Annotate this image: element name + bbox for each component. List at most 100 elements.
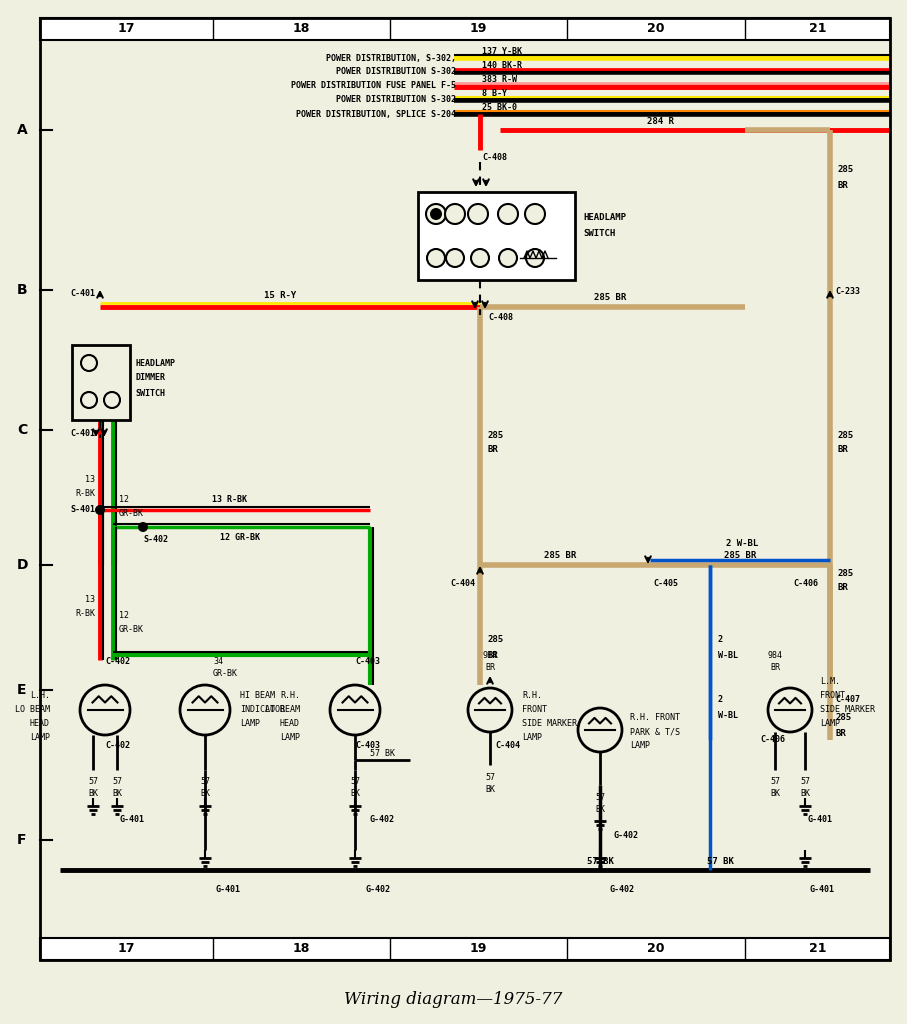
Text: BK: BK (88, 790, 98, 799)
Text: C-402: C-402 (105, 657, 130, 667)
Text: BR: BR (488, 445, 499, 455)
Circle shape (446, 249, 464, 267)
Text: C-408: C-408 (488, 313, 513, 323)
Text: LAMP: LAMP (820, 720, 840, 728)
Text: 13 R-BK: 13 R-BK (212, 496, 248, 505)
Text: R.H.: R.H. (522, 691, 542, 700)
Text: 34: 34 (213, 657, 223, 667)
Text: C-401: C-401 (70, 429, 95, 438)
Text: 57: 57 (770, 777, 780, 786)
Text: BR: BR (838, 445, 849, 455)
Text: G-401: G-401 (810, 886, 835, 895)
Text: S-401: S-401 (70, 506, 95, 514)
Text: 18: 18 (293, 942, 310, 955)
Text: 8 B-Y: 8 B-Y (482, 88, 507, 97)
Text: POWER DISTRIBUTION, S-302,: POWER DISTRIBUTION, S-302, (326, 53, 456, 62)
Text: 21: 21 (809, 23, 826, 36)
Text: R.H.: R.H. (280, 691, 300, 700)
Text: C-233: C-233 (835, 288, 860, 297)
Text: 285 BR: 285 BR (724, 551, 756, 559)
Text: C-404: C-404 (495, 740, 520, 750)
Text: SWITCH: SWITCH (135, 388, 165, 397)
Text: 18: 18 (293, 23, 310, 36)
Text: 57 BK: 57 BK (587, 856, 613, 865)
Text: BK: BK (800, 790, 810, 799)
Text: 284 R: 284 R (647, 118, 673, 127)
Text: HEAD: HEAD (280, 720, 300, 728)
Text: POWER DISTRIBUTION S-302: POWER DISTRIBUTION S-302 (336, 68, 456, 77)
Text: BK: BK (350, 790, 360, 799)
Text: D: D (16, 558, 28, 572)
Text: 12: 12 (119, 496, 129, 505)
Text: C-408: C-408 (482, 154, 507, 163)
Text: C-404: C-404 (450, 579, 475, 588)
Text: 57: 57 (800, 777, 810, 786)
Circle shape (445, 204, 465, 224)
Circle shape (138, 522, 148, 532)
Bar (418, 193, 575, 280)
Circle shape (81, 392, 97, 408)
Text: 17: 17 (118, 23, 135, 36)
Text: 2 W-BL: 2 W-BL (726, 539, 758, 548)
Circle shape (430, 208, 442, 220)
Text: BR: BR (838, 180, 849, 189)
Text: 2: 2 (718, 695, 723, 705)
Text: G-402: G-402 (369, 815, 394, 824)
Text: W-BL: W-BL (718, 711, 738, 720)
Text: 19: 19 (470, 942, 487, 955)
Text: 285: 285 (488, 430, 504, 439)
Text: G-401: G-401 (119, 815, 144, 824)
Text: 285: 285 (488, 636, 504, 644)
Text: 57 BK: 57 BK (370, 749, 395, 758)
Circle shape (468, 204, 488, 224)
Text: 12: 12 (119, 610, 129, 620)
Text: C-407: C-407 (835, 695, 860, 705)
Text: C-402: C-402 (105, 740, 130, 750)
Circle shape (498, 204, 518, 224)
Text: LAMP: LAMP (280, 733, 300, 742)
Text: DIMMER: DIMMER (135, 374, 165, 383)
Bar (40, 938, 890, 961)
Text: 13: 13 (85, 475, 95, 484)
Circle shape (81, 355, 97, 371)
Text: 19: 19 (470, 23, 487, 36)
Text: 15 R-Y: 15 R-Y (264, 291, 296, 299)
Text: R-BK: R-BK (75, 609, 95, 618)
Text: 383 R-W: 383 R-W (482, 75, 517, 84)
Text: C-401: C-401 (70, 289, 95, 298)
Text: BK: BK (200, 790, 210, 799)
Text: FRONT: FRONT (522, 706, 547, 715)
Circle shape (525, 204, 545, 224)
Text: C-403: C-403 (355, 657, 380, 667)
Text: 285: 285 (838, 166, 854, 174)
Text: R.H. FRONT: R.H. FRONT (630, 714, 680, 723)
Text: BK: BK (595, 806, 605, 814)
Text: 285 BR: 285 BR (544, 551, 576, 559)
Text: BK: BK (112, 790, 122, 799)
Text: B: B (16, 283, 27, 297)
Text: SIDE MARKER: SIDE MARKER (522, 720, 577, 728)
Text: LO BEAM: LO BEAM (265, 706, 300, 715)
Text: SIDE MARKER: SIDE MARKER (820, 706, 875, 715)
Bar (72, 345, 130, 420)
Text: L.M.: L.M. (820, 678, 840, 686)
Text: POWER DISTRIBUTION S-302: POWER DISTRIBUTION S-302 (336, 95, 456, 104)
Text: C-405: C-405 (653, 579, 678, 588)
Circle shape (471, 249, 489, 267)
Text: 12 GR-BK: 12 GR-BK (220, 532, 260, 542)
Text: 57 BK: 57 BK (707, 856, 734, 865)
Text: HI BEAM: HI BEAM (240, 691, 275, 700)
Text: Wiring diagram—1975-77: Wiring diagram—1975-77 (344, 991, 562, 1009)
Text: 20: 20 (648, 942, 665, 955)
Bar (40, 18, 890, 40)
Text: HEADLAMP: HEADLAMP (135, 358, 175, 368)
Circle shape (104, 392, 120, 408)
Text: G-402: G-402 (610, 886, 635, 895)
Text: LAMP: LAMP (630, 741, 650, 751)
Text: E: E (17, 683, 26, 697)
Text: GR-BK: GR-BK (119, 510, 144, 518)
Text: 20: 20 (648, 23, 665, 36)
Text: 17: 17 (118, 942, 135, 955)
Text: 984: 984 (767, 650, 783, 659)
Text: HEAD: HEAD (30, 720, 50, 728)
